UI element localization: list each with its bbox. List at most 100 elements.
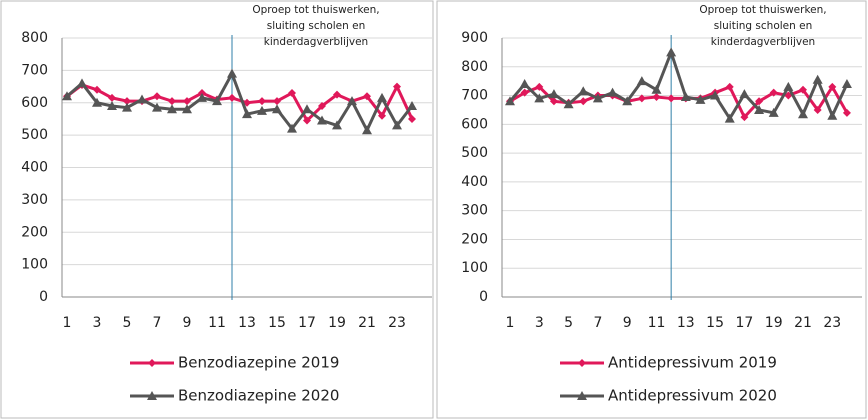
point — [107, 100, 117, 110]
point — [813, 105, 822, 114]
series-line — [508, 47, 849, 122]
point — [740, 113, 749, 122]
y-tick-label: 400 — [21, 160, 48, 176]
point — [123, 97, 131, 106]
point — [725, 82, 734, 91]
point — [393, 82, 401, 91]
annotation: kinderdagverblijven — [264, 36, 368, 48]
x-tick-label: 11 — [208, 315, 226, 331]
point — [505, 96, 515, 106]
x-tick-label: 5 — [564, 315, 573, 331]
point — [828, 82, 837, 91]
y-tick-label: 500 — [461, 145, 488, 161]
x-tick-label: 1 — [506, 315, 515, 331]
point — [183, 97, 191, 106]
point — [842, 108, 851, 117]
point — [197, 92, 207, 102]
x-tick-label: 17 — [298, 315, 316, 331]
point — [827, 110, 838, 120]
x-tick-label: 9 — [183, 315, 192, 331]
x-tick-label: 3 — [93, 315, 102, 331]
point — [666, 47, 677, 57]
point — [148, 359, 156, 367]
y-tick-label: 100 — [21, 257, 48, 273]
point — [563, 99, 574, 109]
legend-label: Benzodiazepine 2019 — [178, 354, 339, 372]
point — [287, 123, 297, 133]
point — [680, 91, 691, 101]
annotation: Oproep tot thuiswerken, — [252, 4, 379, 16]
point — [302, 104, 312, 114]
point — [317, 115, 327, 125]
y-tick-label: 200 — [21, 224, 48, 240]
x-tick-label: 17 — [735, 315, 753, 331]
point — [549, 97, 558, 106]
y-tick-label: 200 — [461, 231, 488, 247]
point — [651, 84, 662, 94]
x-tick-label: 21 — [358, 315, 376, 331]
point — [227, 68, 237, 78]
y-tick-label: 300 — [461, 203, 488, 219]
point — [667, 94, 676, 103]
point — [303, 116, 311, 125]
point — [92, 97, 102, 107]
x-tick-label: 7 — [153, 315, 162, 331]
x-tick-label: 19 — [765, 315, 783, 331]
point — [695, 94, 706, 104]
y-tick-label: 800 — [461, 59, 488, 75]
y-tick-label: 300 — [21, 192, 48, 208]
x-tick-label: 21 — [794, 315, 812, 331]
point — [378, 111, 386, 120]
point — [153, 92, 161, 101]
y-tick-label: 400 — [461, 174, 488, 190]
x-tick-label: 7 — [593, 315, 602, 331]
point — [108, 93, 116, 102]
point — [841, 79, 852, 89]
point — [578, 359, 586, 367]
x-tick-label: 23 — [388, 315, 406, 331]
x-tick-label: 19 — [328, 315, 346, 331]
annotation: kinderdagverblijven — [711, 36, 815, 48]
point — [812, 74, 823, 84]
legend-label: Benzodiazepine 2020 — [178, 387, 339, 405]
point — [168, 97, 176, 106]
point — [578, 86, 589, 96]
annotation: Oproep tot thuiswerken, — [699, 4, 826, 16]
y-tick-label: 800 — [21, 30, 48, 46]
point — [318, 101, 326, 110]
point — [548, 89, 559, 99]
x-tick-label: 13 — [238, 315, 256, 331]
annotation: sluiting scholen en — [714, 20, 812, 32]
point — [607, 87, 618, 97]
x-tick-label: 13 — [677, 315, 695, 331]
point — [783, 81, 794, 91]
y-tick-label: 0 — [479, 289, 488, 305]
y-tick-label: 600 — [21, 95, 48, 111]
x-tick-label: 11 — [648, 315, 666, 331]
series-line — [66, 70, 414, 134]
panel-border — [0, 0, 434, 419]
point — [577, 391, 587, 400]
x-tick-label: 3 — [535, 315, 544, 331]
point — [258, 97, 266, 106]
point — [769, 88, 778, 97]
point — [242, 109, 252, 119]
point — [407, 100, 417, 110]
point — [77, 78, 87, 88]
x-tick-label: 9 — [623, 315, 632, 331]
point — [520, 88, 529, 97]
y-tick-label: 600 — [461, 116, 488, 132]
point — [212, 96, 222, 106]
point — [147, 391, 157, 400]
point — [535, 82, 544, 91]
x-tick-label: 1 — [63, 315, 72, 331]
y-tick-label: 700 — [21, 62, 48, 78]
y-tick-label: 0 — [39, 289, 48, 305]
point — [167, 104, 177, 114]
point — [347, 96, 357, 106]
y-tick-label: 700 — [461, 88, 488, 104]
point — [137, 94, 147, 104]
point — [363, 92, 371, 101]
point — [377, 92, 387, 102]
